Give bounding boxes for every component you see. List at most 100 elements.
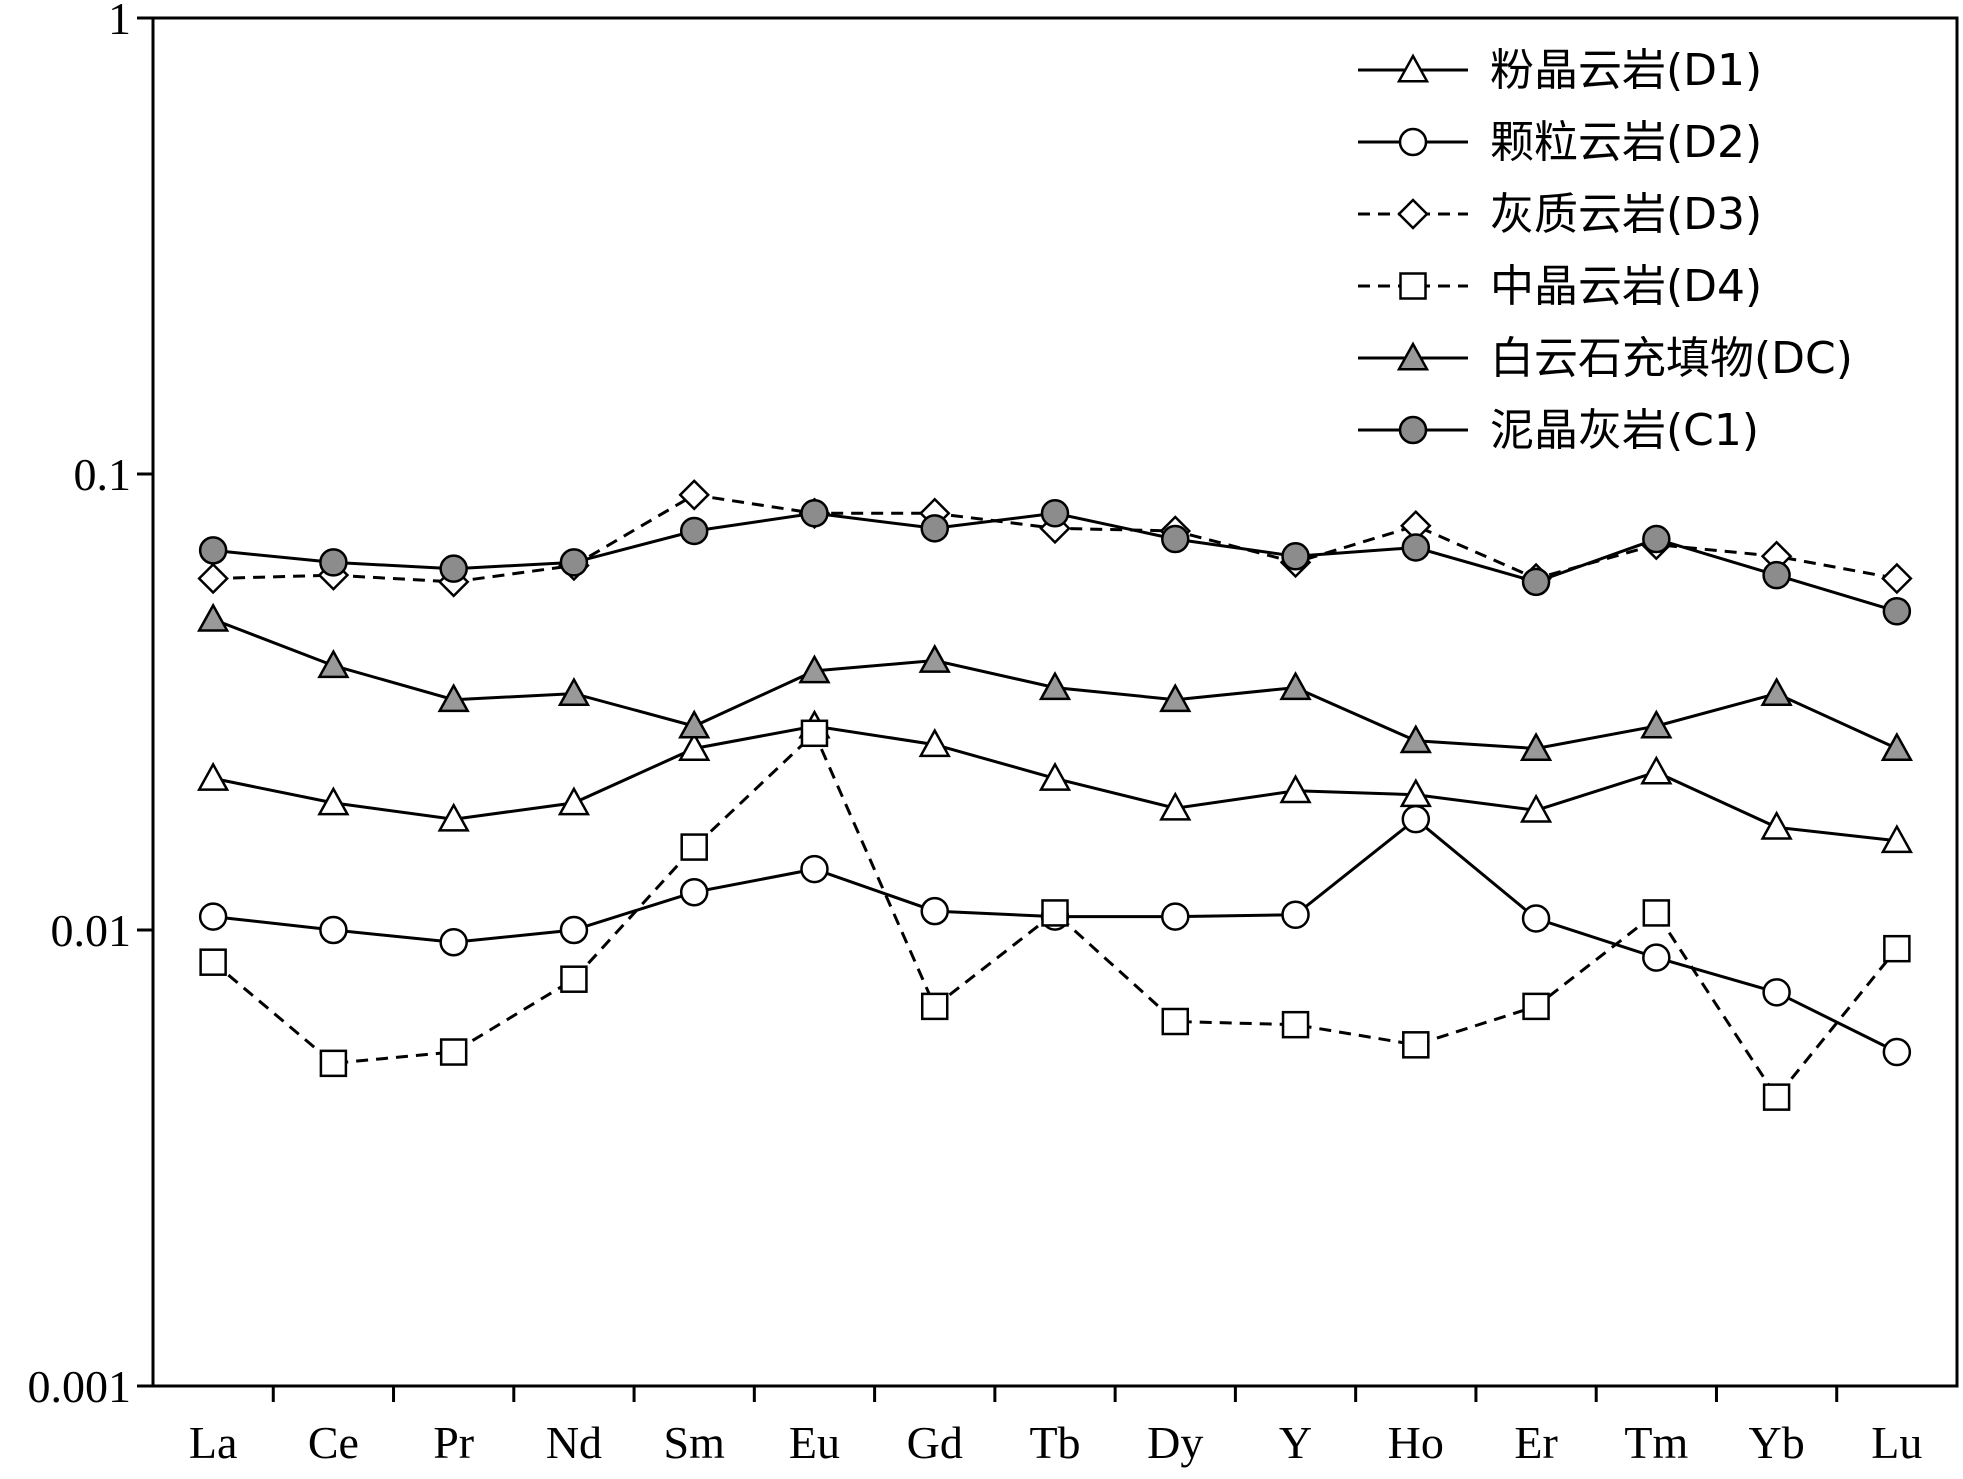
data-point-sm (678, 709, 711, 739)
data-point-ho (1401, 533, 1431, 562)
data-point-lu (1883, 934, 1911, 963)
x-tick-label-tb: Tb (1029, 1417, 1080, 1468)
legend: 粉晶云岩(D1) 颗粒云岩(D2) 灰质云岩(D3) 中晶云岩(D4) 白云石充填物(D… (1358, 45, 1853, 456)
data-point-er (1522, 992, 1550, 1021)
data-point-tm (1640, 755, 1673, 785)
legend-label: 中晶云岩(D4) (1490, 261, 1762, 312)
legend-item: 粉晶云岩(D1) (1358, 45, 1762, 96)
legend-label: 灰质云岩(D3) (1490, 189, 1762, 240)
legend-item: 灰质云岩(D3) (1358, 189, 1762, 240)
y-tick-label: 0.1 (74, 449, 132, 500)
data-point-yb (1760, 676, 1793, 707)
data-point-er (1519, 793, 1553, 823)
data-point-y (1281, 542, 1310, 571)
legend-item: 白云石充填物(DC) (1358, 333, 1853, 384)
series-5 (197, 602, 1913, 761)
data-point-dy (1161, 1007, 1190, 1036)
data-point-ho (1399, 724, 1432, 754)
data-point-lu (1880, 731, 1913, 761)
data-point-pr (439, 1038, 468, 1066)
data-point-lu (1882, 1037, 1912, 1067)
data-point-ce (319, 548, 348, 577)
data-point-la (199, 948, 227, 976)
series-1 (197, 709, 1913, 854)
legend-item: 颗粒云岩(D2) (1358, 117, 1762, 168)
data-point-gd (918, 643, 951, 673)
x-tick-label-y: Y (1279, 1417, 1312, 1468)
data-point-sm (679, 877, 709, 907)
legend-marker (1396, 53, 1430, 83)
data-point-tb (1040, 499, 1070, 528)
data-point-eu (800, 719, 829, 748)
x-tick-label-gd: Gd (907, 1417, 963, 1468)
legend-marker (1399, 272, 1427, 300)
plot-frame (151, 16, 1959, 1388)
x-tick-label-er: Er (1514, 1417, 1557, 1468)
data-point-y (1281, 900, 1310, 930)
legend-marker (1396, 341, 1430, 371)
data-point-la (197, 761, 230, 791)
data-point-yb (1762, 560, 1791, 590)
data-point-tm (1640, 709, 1673, 739)
data-point-yb (1762, 1083, 1791, 1111)
data-point-sm (678, 731, 711, 761)
data-point-yb (1762, 978, 1791, 1007)
series-4 (199, 719, 1911, 1111)
legend-item: 泥晶灰岩(C1) (1358, 405, 1759, 456)
data-point-lu (1881, 562, 1913, 595)
data-point-eu (800, 854, 829, 884)
legend-marker (1397, 198, 1429, 230)
data-point-sm (679, 516, 709, 546)
x-tick-label-yb: Yb (1748, 1417, 1804, 1468)
data-point-nd (560, 965, 588, 993)
data-point-gd (920, 896, 949, 926)
x-tick-label-dy: Dy (1147, 1417, 1203, 1468)
data-point-tm (1642, 943, 1671, 972)
x-tick-label-tm: Tm (1624, 1417, 1688, 1468)
data-point-gd (920, 514, 949, 543)
data-point-y (1279, 671, 1312, 701)
data-point-la (198, 902, 228, 931)
series-6 (198, 499, 1912, 626)
data-point-pr (437, 683, 470, 713)
legend-item: 中晶云岩(D4) (1358, 261, 1762, 312)
data-point-dy (1159, 683, 1192, 713)
data-point-ce (319, 1049, 348, 1078)
data-point-er (1521, 904, 1551, 933)
x-tick-label-ho: Ho (1388, 1417, 1444, 1468)
data-point-yb (1760, 810, 1793, 840)
data-point-nd (559, 915, 589, 945)
data-point-er (1521, 567, 1551, 597)
data-point-nd (559, 548, 589, 577)
data-point-tb (1038, 761, 1072, 791)
legend-marker (1398, 415, 1428, 445)
data-point-pr (439, 928, 468, 957)
legend-label: 泥晶灰岩(C1) (1490, 405, 1759, 456)
x-tick-label-ce: Ce (308, 1417, 359, 1468)
data-point-la (198, 536, 228, 565)
data-point-tb (1038, 671, 1072, 701)
data-point-ho (1402, 1031, 1430, 1059)
data-point-ce (317, 786, 350, 816)
data-point-lu (1882, 597, 1912, 626)
y-tick-label: 0.01 (51, 905, 132, 956)
data-point-tm (1642, 899, 1671, 927)
series-2 (198, 804, 1912, 1067)
data-point-pr (439, 554, 468, 583)
data-point-eu (798, 654, 831, 684)
data-point-ce (317, 649, 350, 679)
legend-label: 颗粒云岩(D2) (1490, 117, 1762, 168)
data-point-dy (1161, 902, 1190, 931)
data-point-dy (1161, 524, 1190, 554)
data-point-er (1519, 731, 1553, 761)
data-point-pr (437, 802, 470, 832)
data-point-dy (1159, 791, 1192, 821)
x-tick-label-la: La (189, 1417, 238, 1468)
data-point-nd (557, 676, 591, 707)
data-point-ho (1401, 804, 1431, 834)
y-tick-label: 0.001 (28, 1361, 132, 1412)
data-point-gd (920, 992, 949, 1021)
data-point-y (1279, 774, 1312, 804)
x-tick-label-pr: Pr (433, 1417, 474, 1468)
